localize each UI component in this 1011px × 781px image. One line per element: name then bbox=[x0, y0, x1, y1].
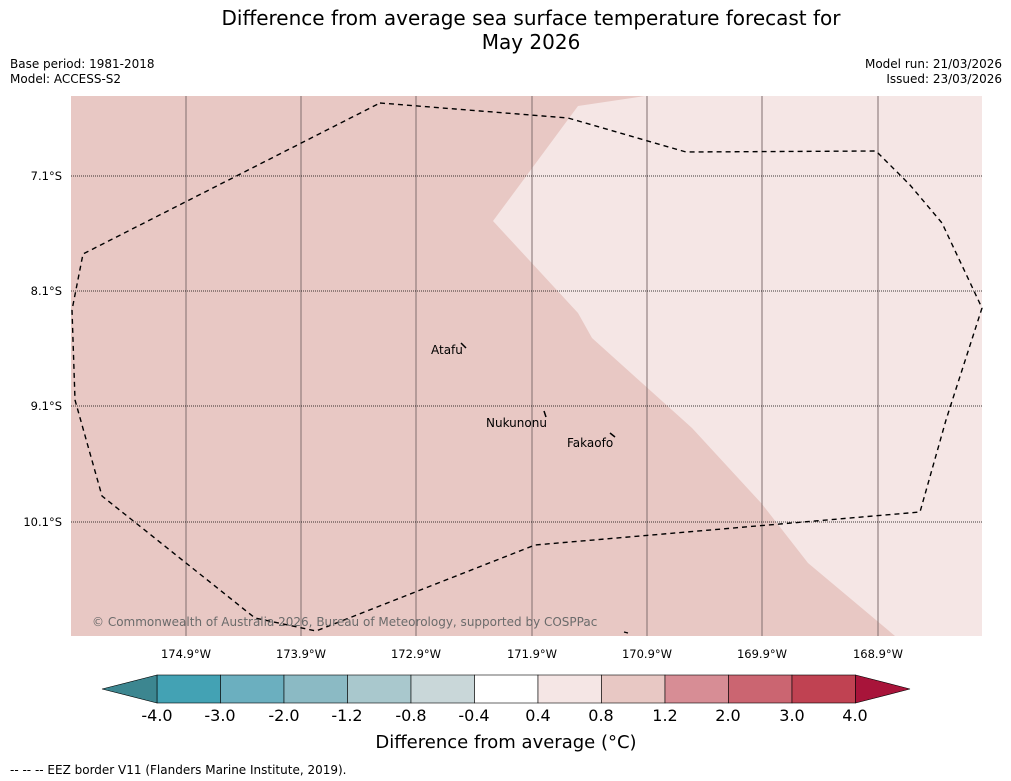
colorbar-tick-label: -2.0 bbox=[268, 706, 300, 725]
lon-label: 168.9°W bbox=[852, 647, 904, 661]
base-period: Base period: 1981-2018 bbox=[10, 57, 155, 71]
colorbar-segment bbox=[474, 674, 539, 704]
lat-label: 7.1°S bbox=[30, 169, 62, 183]
lon-label: 173.9°W bbox=[275, 647, 327, 661]
colorbar-segment bbox=[601, 674, 666, 704]
colorbar-tick-label: 0.4 bbox=[525, 706, 551, 725]
colorbar-tick-label: 3.0 bbox=[779, 706, 805, 725]
colorbar-segment bbox=[664, 674, 729, 704]
colorbar-tick-label: 2.0 bbox=[715, 706, 741, 725]
colorbar-segment bbox=[156, 674, 221, 704]
colorbar-segment bbox=[283, 674, 348, 704]
colorbar-segment bbox=[220, 674, 285, 704]
lat-label: 9.1°S bbox=[30, 399, 62, 413]
legend-footer: -- -- -- EEZ border V11 (Flanders Marine… bbox=[10, 763, 347, 777]
lat-label: 8.1°S bbox=[30, 284, 62, 298]
colorbar bbox=[101, 674, 911, 704]
colorbar-tick-label: 0.8 bbox=[588, 706, 614, 725]
colorbar-tick-label: 1.2 bbox=[652, 706, 678, 725]
fakaofo-label: Fakaofo bbox=[567, 436, 613, 450]
lon-label: 171.9°W bbox=[506, 647, 558, 661]
colorbar-over-arrow bbox=[855, 674, 911, 704]
lon-label: 169.9°W bbox=[736, 647, 788, 661]
colorbar-tick-label: -3.0 bbox=[204, 706, 236, 725]
colorbar-segment bbox=[728, 674, 793, 704]
colorbar-segment bbox=[347, 674, 412, 704]
colorbar-tick-label: 4.0 bbox=[842, 706, 868, 725]
colorbar-tick-label: -4.0 bbox=[141, 706, 173, 725]
chart-title: Difference from average sea surface temp… bbox=[0, 6, 1011, 54]
lon-gridlines bbox=[185, 96, 879, 636]
anomaly-region-low bbox=[493, 96, 982, 636]
atafu-island-marker bbox=[460, 342, 467, 349]
copyright-notice: © Commonwealth of Australia 2026, Bureau… bbox=[92, 615, 597, 629]
colorbar-tick-label: -0.8 bbox=[395, 706, 427, 725]
small-island-marker bbox=[623, 631, 629, 634]
colorbar-segment bbox=[537, 674, 602, 704]
nukunonu-island-marker bbox=[543, 410, 547, 418]
issued-date: Issued: 23/03/2026 bbox=[886, 72, 1002, 86]
lon-label: 170.9°W bbox=[621, 647, 673, 661]
colorbar-under-arrow bbox=[101, 674, 158, 704]
colorbar-segment bbox=[410, 674, 475, 704]
lat-label: 10.1°S bbox=[23, 515, 62, 529]
atafu-label: Atafu bbox=[431, 343, 463, 357]
meta-left: Base period: 1981-2018 Model: ACCESS-S2 bbox=[10, 57, 155, 87]
meta-right: Model run: 21/03/2026 Issued: 23/03/2026 bbox=[865, 57, 1002, 87]
colorbar-segment bbox=[791, 674, 856, 704]
colorbar-title: Difference from average (°C) bbox=[375, 732, 637, 753]
model-name: Model: ACCESS-S2 bbox=[10, 72, 122, 86]
fakaofo-island-marker bbox=[609, 432, 616, 438]
model-run: Model run: 21/03/2026 bbox=[864, 57, 1002, 71]
nukunonu-label: Nukunonu bbox=[486, 416, 547, 430]
colorbar-tick-label: -0.4 bbox=[458, 706, 490, 725]
colorbar-tick-label: -1.2 bbox=[331, 706, 363, 725]
title-line-2: May 2026 bbox=[481, 30, 581, 54]
lon-label: 172.9°W bbox=[390, 647, 442, 661]
title-line-1: Difference from average sea surface temp… bbox=[221, 6, 841, 30]
lon-label: 174.9°W bbox=[160, 647, 212, 661]
